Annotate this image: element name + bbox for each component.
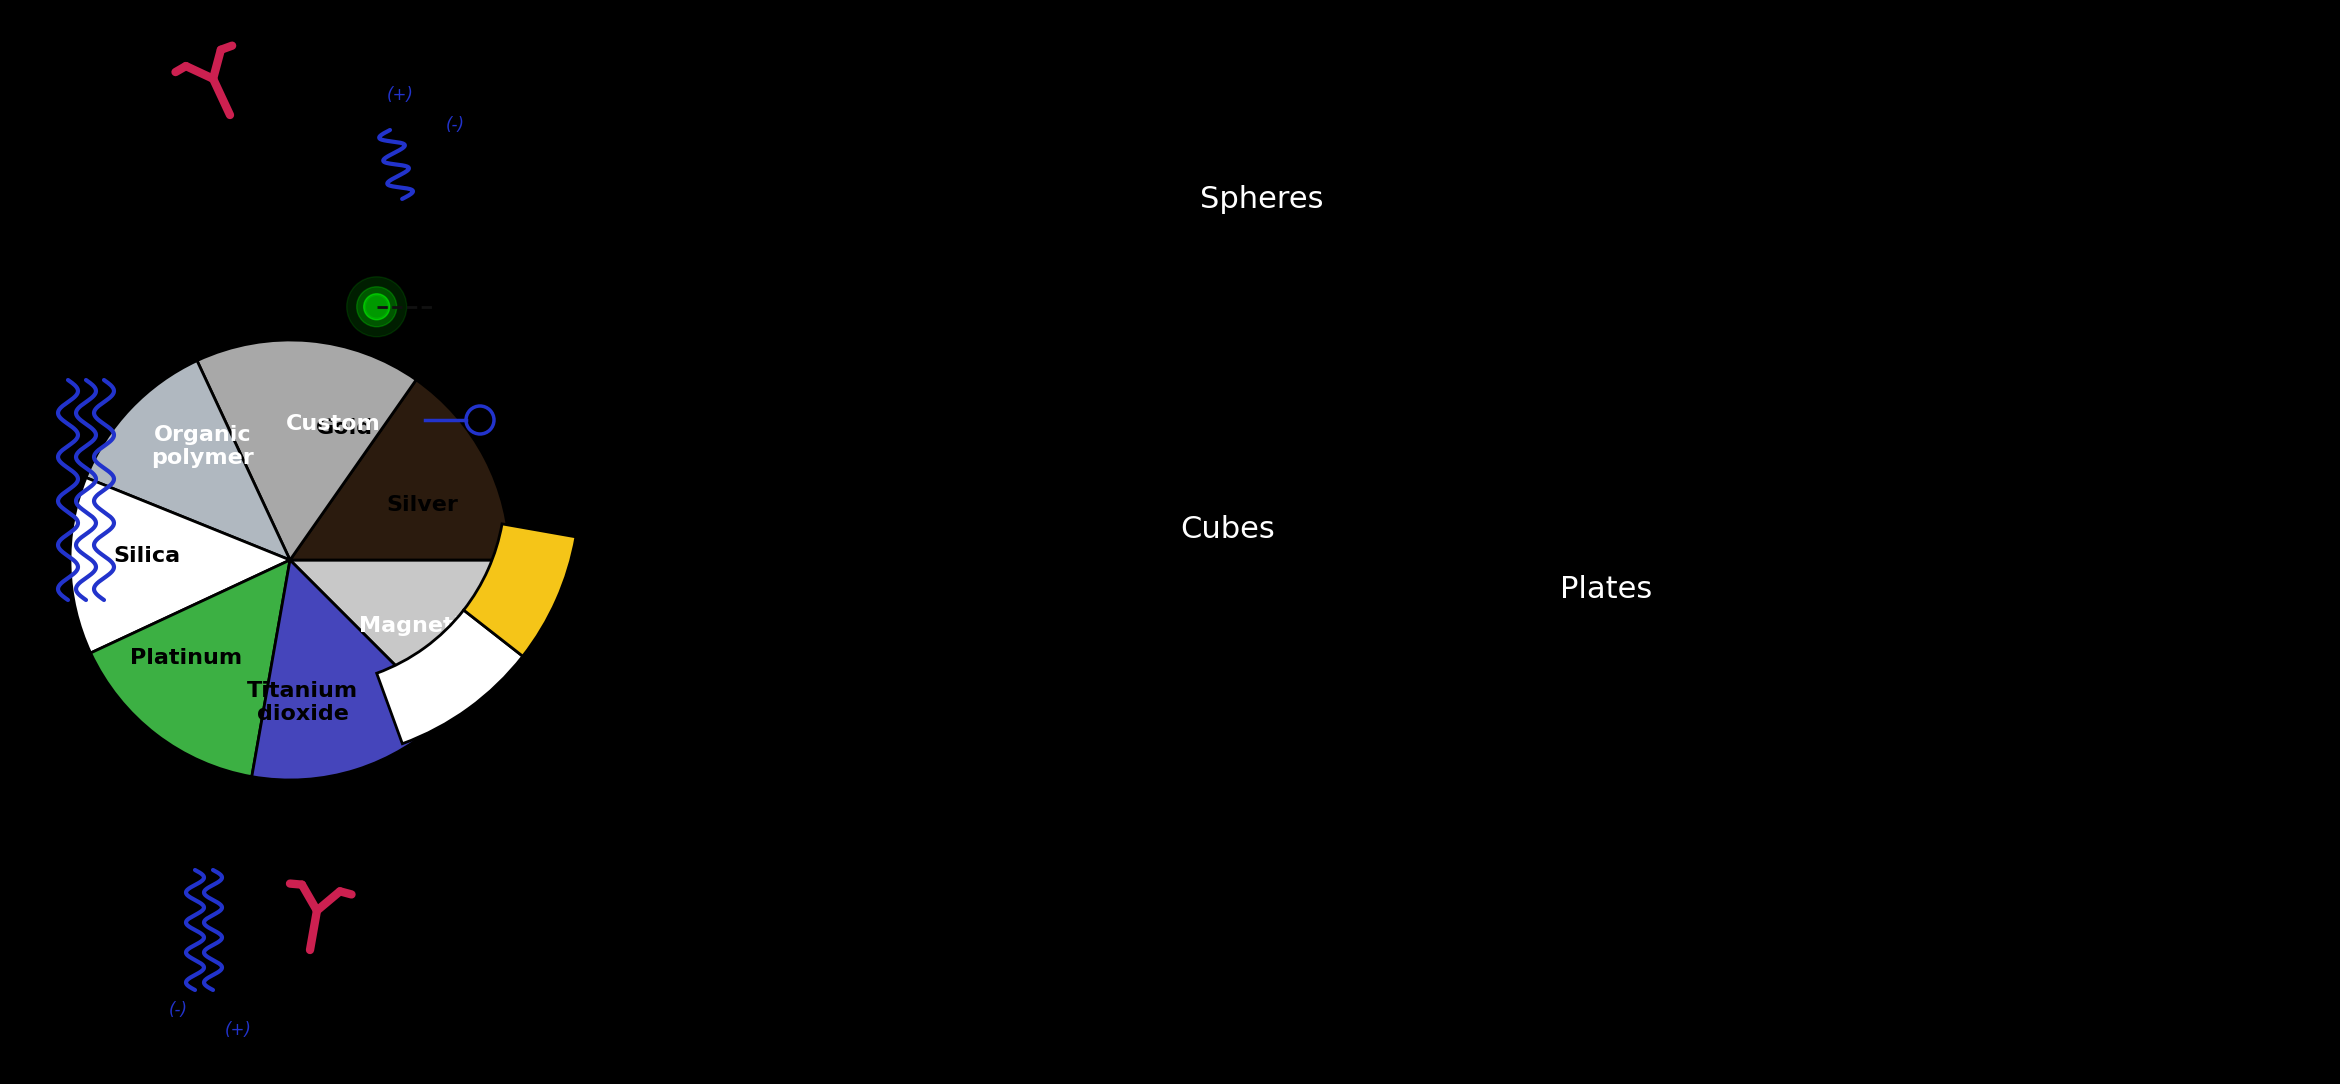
Text: Silica: Silica [112, 546, 180, 566]
Text: (-): (-) [168, 1001, 187, 1019]
Bar [463, 638, 487, 661]
Text: Plates: Plates [1561, 576, 1652, 605]
Text: Gold: Gold [498, 386, 548, 405]
Text: Titanium
dioxide: Titanium dioxide [248, 681, 358, 724]
Wedge shape [377, 610, 522, 744]
Text: Gold: Gold [316, 418, 374, 438]
Circle shape [367, 297, 386, 317]
Text: Organic
polymer: Organic polymer [152, 425, 255, 468]
Circle shape [356, 287, 398, 326]
Wedge shape [70, 478, 290, 653]
Circle shape [363, 294, 391, 320]
Text: (+): (+) [386, 86, 414, 104]
Text: Custom: Custom [285, 414, 381, 434]
Wedge shape [253, 560, 445, 780]
Wedge shape [197, 340, 417, 560]
Wedge shape [290, 560, 445, 780]
Text: Cubes: Cubes [1179, 516, 1275, 544]
Text: Silver: Silver [386, 495, 459, 515]
Text: Magnetic: Magnetic [358, 616, 475, 636]
Wedge shape [87, 361, 290, 560]
Text: Spheres: Spheres [1200, 185, 1324, 215]
Text: Platinum: Platinum [131, 648, 243, 669]
Wedge shape [290, 379, 510, 560]
Circle shape [346, 276, 407, 337]
Wedge shape [290, 560, 510, 715]
Wedge shape [463, 524, 576, 656]
Text: (-): (-) [445, 116, 466, 134]
Text: Silica: Silica [417, 293, 475, 311]
Text: (+): (+) [225, 1021, 250, 1038]
Wedge shape [91, 560, 290, 776]
